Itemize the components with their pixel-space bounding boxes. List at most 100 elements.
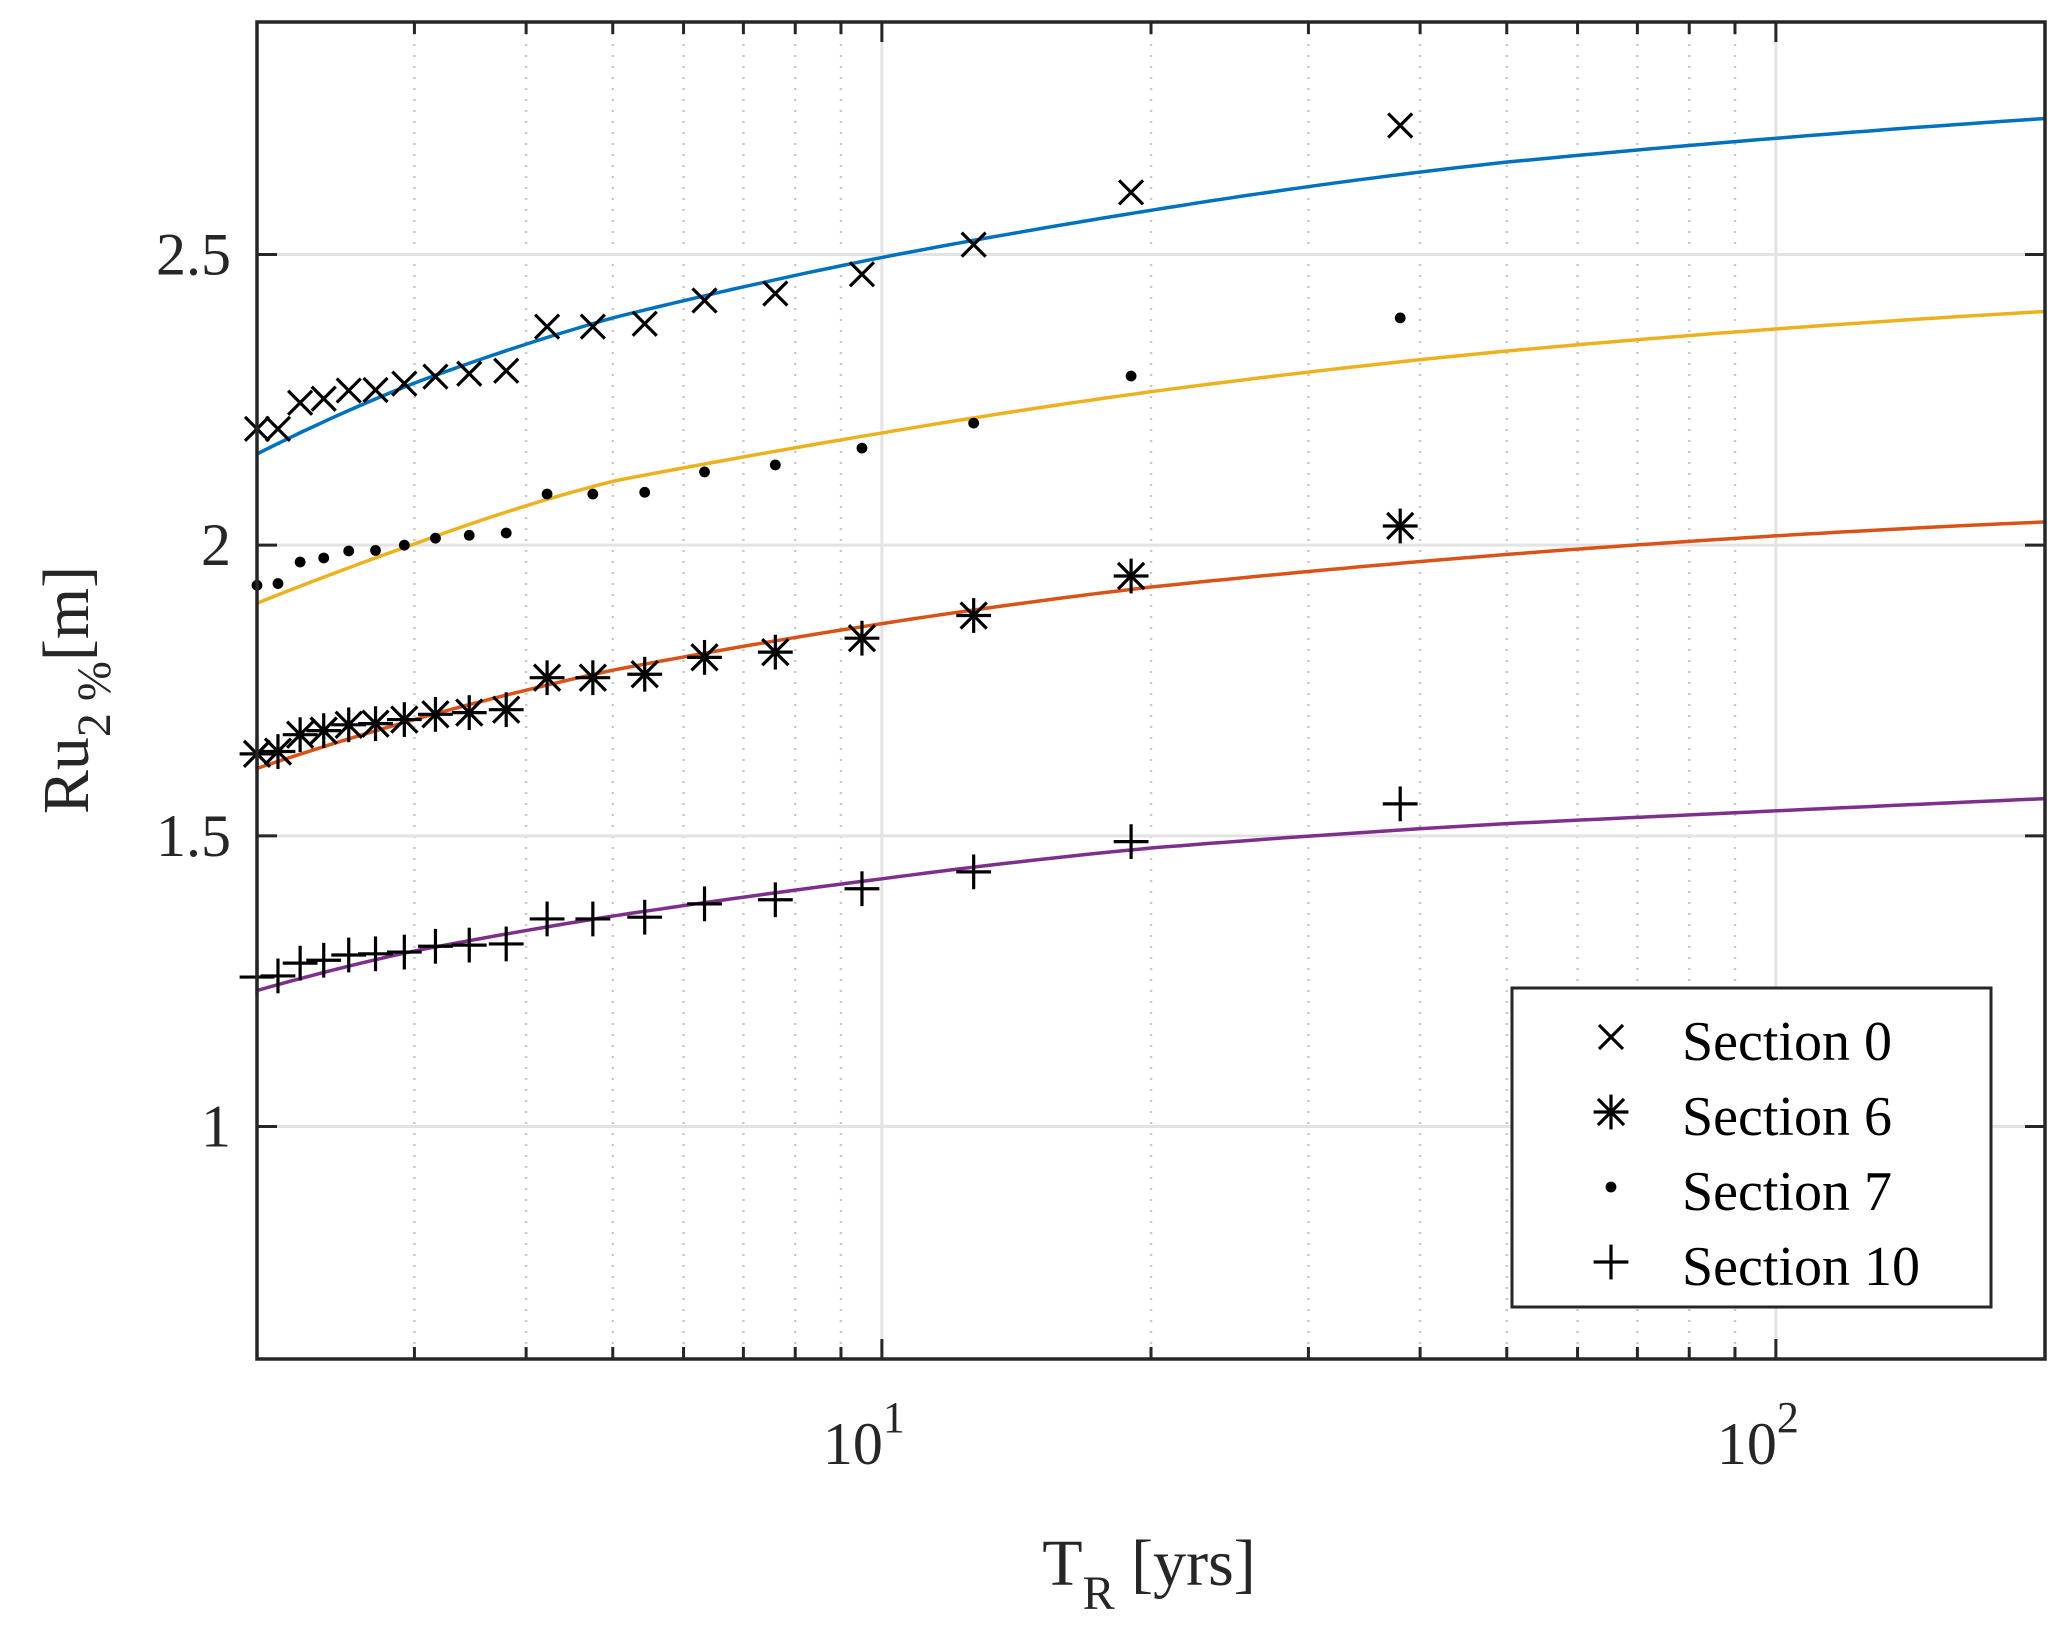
asterisk-stroke <box>630 660 659 689</box>
legend-marker-plus-icon <box>1593 1244 1629 1280</box>
x-tick-base: 10 <box>1717 1411 1777 1477</box>
legend-label: Section 7 <box>1682 1161 1892 1223</box>
asterisk-stroke <box>361 709 390 738</box>
data-point-section-7 <box>639 486 651 498</box>
dot-shape <box>318 552 330 564</box>
data-point-section-7 <box>500 527 512 539</box>
data-point-section-6 <box>488 692 524 728</box>
x-stroke <box>533 313 561 340</box>
data-point-section-10 <box>260 958 296 994</box>
x-stroke <box>848 261 876 288</box>
data-point-section-0 <box>1117 179 1145 206</box>
data-point-section-10 <box>1382 786 1418 822</box>
data-point-section-7 <box>541 488 553 500</box>
asterisk-stroke <box>455 698 484 727</box>
x-stroke <box>362 376 389 404</box>
x-stroke <box>1387 112 1414 139</box>
legend-entry: Section 0 <box>1597 1011 1892 1073</box>
data-point-section-10 <box>575 901 611 937</box>
data-point-section-10 <box>282 945 318 981</box>
dot-shape <box>1605 1181 1617 1193</box>
data-point-section-6 <box>757 634 793 670</box>
y-tick-label: 2 <box>201 512 231 578</box>
asterisk-stroke <box>761 637 790 667</box>
dot-shape <box>587 488 599 500</box>
data-point-section-0 <box>960 231 987 258</box>
dot-shape <box>463 529 475 541</box>
x-stroke <box>287 389 314 416</box>
legend-label: Section 6 <box>1682 1086 1892 1148</box>
legend-entry: Section 10 <box>1593 1236 1920 1298</box>
data-point-section-10 <box>306 942 342 978</box>
data-point-section-6 <box>306 713 342 749</box>
y-tick-label: 1 <box>201 1093 231 1159</box>
data-point-section-0 <box>456 360 483 387</box>
dot-shape <box>272 578 284 589</box>
data-point-section-0 <box>287 389 314 416</box>
x-tick-label: 101 <box>823 1393 905 1477</box>
legend-marker-dot-icon <box>1605 1181 1617 1193</box>
data-point-section-0 <box>533 313 561 340</box>
dot-shape <box>769 459 781 471</box>
data-markers <box>239 112 1418 995</box>
asterisk-stroke <box>1116 561 1146 591</box>
data-point-section-6 <box>260 734 296 769</box>
fit-curve-section-10 <box>256 796 2046 993</box>
data-point-section-0 <box>1387 112 1414 139</box>
data-point-section-0 <box>335 377 362 404</box>
data-point-section-10 <box>386 934 422 970</box>
dot-shape <box>398 539 410 551</box>
data-point-section-10 <box>627 899 663 935</box>
data-point-section-0 <box>264 415 292 443</box>
legend-entry: Section 7 <box>1605 1161 1892 1223</box>
x-tick-base: 10 <box>823 1411 883 1477</box>
dot-shape <box>968 417 980 429</box>
dot-shape <box>343 545 355 557</box>
dot-shape <box>699 466 710 478</box>
data-point-section-7 <box>769 459 781 471</box>
asterisk-stroke <box>959 601 988 630</box>
y-axis-title: Ru2 %[m] <box>30 566 121 814</box>
data-point-section-7 <box>318 552 330 564</box>
data-point-section-6 <box>956 598 992 633</box>
data-point-section-6 <box>529 660 565 696</box>
dot-shape <box>1394 312 1406 324</box>
legend-box <box>1510 986 1993 1309</box>
data-point-section-6 <box>844 620 880 656</box>
data-point-section-0 <box>493 357 520 384</box>
fit-curve-section-6 <box>256 520 2046 771</box>
x-stroke <box>493 357 520 384</box>
data-point-section-7 <box>856 442 868 454</box>
data-point-section-0 <box>310 385 337 412</box>
data-point-section-6 <box>627 656 663 692</box>
x-stroke <box>264 415 292 443</box>
asterisk-stroke <box>578 663 608 692</box>
dot-shape <box>856 442 868 454</box>
x-tick-exponent: 2 <box>1777 1393 1799 1442</box>
x-tick-exponent: 1 <box>883 1393 905 1442</box>
data-point-section-10 <box>844 871 880 907</box>
data-point-section-6 <box>282 717 318 753</box>
x-axis-title: TR [yrs] <box>1042 1527 1255 1620</box>
x-stroke <box>631 310 658 337</box>
data-point-section-6 <box>1113 558 1149 594</box>
dot-shape <box>1125 370 1137 382</box>
axes <box>255 20 2047 1361</box>
data-point-section-7 <box>370 545 381 556</box>
data-point-section-0 <box>391 370 418 397</box>
dot-shape <box>430 532 441 544</box>
asterisk-stroke <box>334 710 363 739</box>
dot-shape <box>294 556 306 568</box>
data-point-section-0 <box>691 287 718 314</box>
data-point-section-10 <box>488 926 524 962</box>
x-tick-label: 102 <box>1717 1393 1799 1477</box>
data-point-section-6 <box>575 660 611 696</box>
asterisk-stroke <box>492 695 521 724</box>
data-point-section-7 <box>343 545 355 557</box>
x-stroke <box>391 370 418 397</box>
data-point-section-0 <box>362 376 389 404</box>
fit-curve-section-7 <box>256 309 2046 605</box>
x-stroke <box>579 313 606 340</box>
